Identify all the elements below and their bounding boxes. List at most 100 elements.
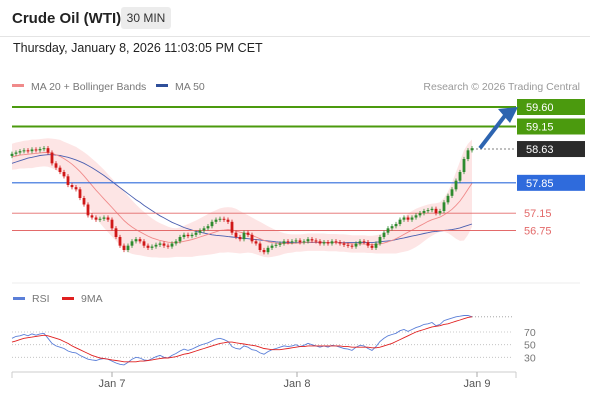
- level-tag-1: [517, 99, 585, 115]
- candle-body: [186, 234, 190, 237]
- candle-body: [174, 241, 178, 244]
- candle-body: [438, 211, 442, 214]
- candle-body: [302, 241, 306, 243]
- ma20-line: [11, 152, 473, 245]
- candle-body: [118, 237, 122, 246]
- candle-body: [326, 242, 330, 244]
- legend-swatch-1: [12, 84, 24, 87]
- candle-body: [138, 239, 142, 242]
- header: Crude Oil (WTI) 30 MIN: [0, 0, 590, 37]
- candle-body: [218, 218, 222, 220]
- candles: [10, 146, 474, 255]
- candle-body: [462, 159, 466, 172]
- legend-label-1: MA 20 + Bollinger Bands: [31, 81, 146, 93]
- ma50-line: [11, 154, 473, 244]
- candle-body: [402, 217, 406, 220]
- candle-body: [90, 215, 94, 218]
- candle-body: [206, 226, 210, 229]
- candle-body: [202, 228, 206, 231]
- candle-body: [454, 180, 458, 190]
- candle-body: [374, 243, 378, 248]
- legend-swatch-2: [156, 84, 168, 87]
- candle-body: [422, 211, 426, 214]
- candle-body: [226, 219, 230, 222]
- candle-body: [78, 189, 82, 198]
- candle-body: [178, 237, 182, 242]
- candle-body: [82, 198, 86, 205]
- candle-body: [102, 217, 106, 219]
- candle-body: [450, 189, 454, 196]
- candle-body: [46, 148, 50, 153]
- rsi-tick-30: 30: [524, 352, 536, 364]
- candle-body: [282, 241, 286, 244]
- candle-body: [34, 149, 38, 151]
- candle-body: [106, 217, 110, 220]
- candle-body: [346, 244, 350, 246]
- candle-body: [382, 232, 386, 237]
- candle-body: [278, 243, 282, 245]
- candle-body: [42, 148, 46, 150]
- candle-body: [170, 243, 174, 247]
- interval-button[interactable]: 30 MIN: [121, 7, 171, 29]
- rsi-series-1: [11, 315, 473, 366]
- candle-body: [134, 239, 138, 242]
- candle-body: [66, 176, 70, 185]
- candle-body: [298, 240, 302, 243]
- candle-body: [262, 250, 266, 253]
- x-label-1: Jan 7: [99, 378, 126, 390]
- candle-body: [158, 243, 162, 245]
- candle-body: [246, 232, 250, 235]
- candle-body: [430, 208, 434, 211]
- level-label-2: 59.15: [526, 122, 554, 134]
- candle-body: [250, 234, 254, 242]
- candle-body: [74, 187, 78, 190]
- candle-body: [70, 185, 74, 188]
- candle-body: [54, 163, 58, 168]
- candle-body: [62, 172, 66, 177]
- candle-body: [254, 241, 258, 244]
- candle-body: [50, 152, 54, 164]
- candle-body: [406, 217, 410, 220]
- candle-body: [342, 243, 346, 245]
- candle-body: [358, 241, 362, 244]
- candle-body: [290, 241, 294, 243]
- candle-body: [150, 246, 154, 248]
- rsi-series-2: [11, 316, 473, 363]
- candle-body: [330, 241, 334, 244]
- rsi-legend-swatch-1: [13, 297, 25, 300]
- candle-body: [130, 241, 134, 246]
- candle-body: [306, 239, 310, 242]
- candle-body: [446, 195, 450, 203]
- candle-body: [366, 242, 370, 246]
- candle-body: [210, 221, 214, 227]
- candle-body: [98, 218, 102, 220]
- candle-body: [322, 242, 326, 244]
- candle-body: [166, 245, 170, 247]
- level-tag-2: [517, 118, 585, 135]
- candle-body: [286, 241, 290, 243]
- rsi-legend-label-2: 9MA: [81, 293, 103, 305]
- candle-body: [234, 232, 238, 237]
- candle-body: [162, 243, 166, 246]
- candle-body: [182, 234, 186, 237]
- candle-body: [318, 241, 322, 244]
- forecast-arrow: [478, 111, 509, 150]
- candle-body: [222, 218, 226, 220]
- candle-body: [26, 150, 30, 152]
- candle-body: [294, 240, 298, 242]
- candle-body: [58, 167, 62, 172]
- candle-body: [414, 215, 418, 218]
- candle-body: [214, 219, 218, 222]
- candle-body: [18, 151, 22, 153]
- candle-body: [398, 219, 402, 224]
- candle-body: [470, 148, 474, 151]
- candle-body: [126, 245, 130, 250]
- candle-body: [394, 224, 398, 227]
- level-label-5: 57.15: [524, 208, 552, 220]
- candle-body: [122, 245, 126, 250]
- candle-body: [30, 149, 34, 152]
- candle-body: [418, 213, 422, 216]
- candle-body: [354, 243, 358, 247]
- candle-body: [370, 245, 374, 248]
- level-label-6: 56.75: [524, 226, 552, 238]
